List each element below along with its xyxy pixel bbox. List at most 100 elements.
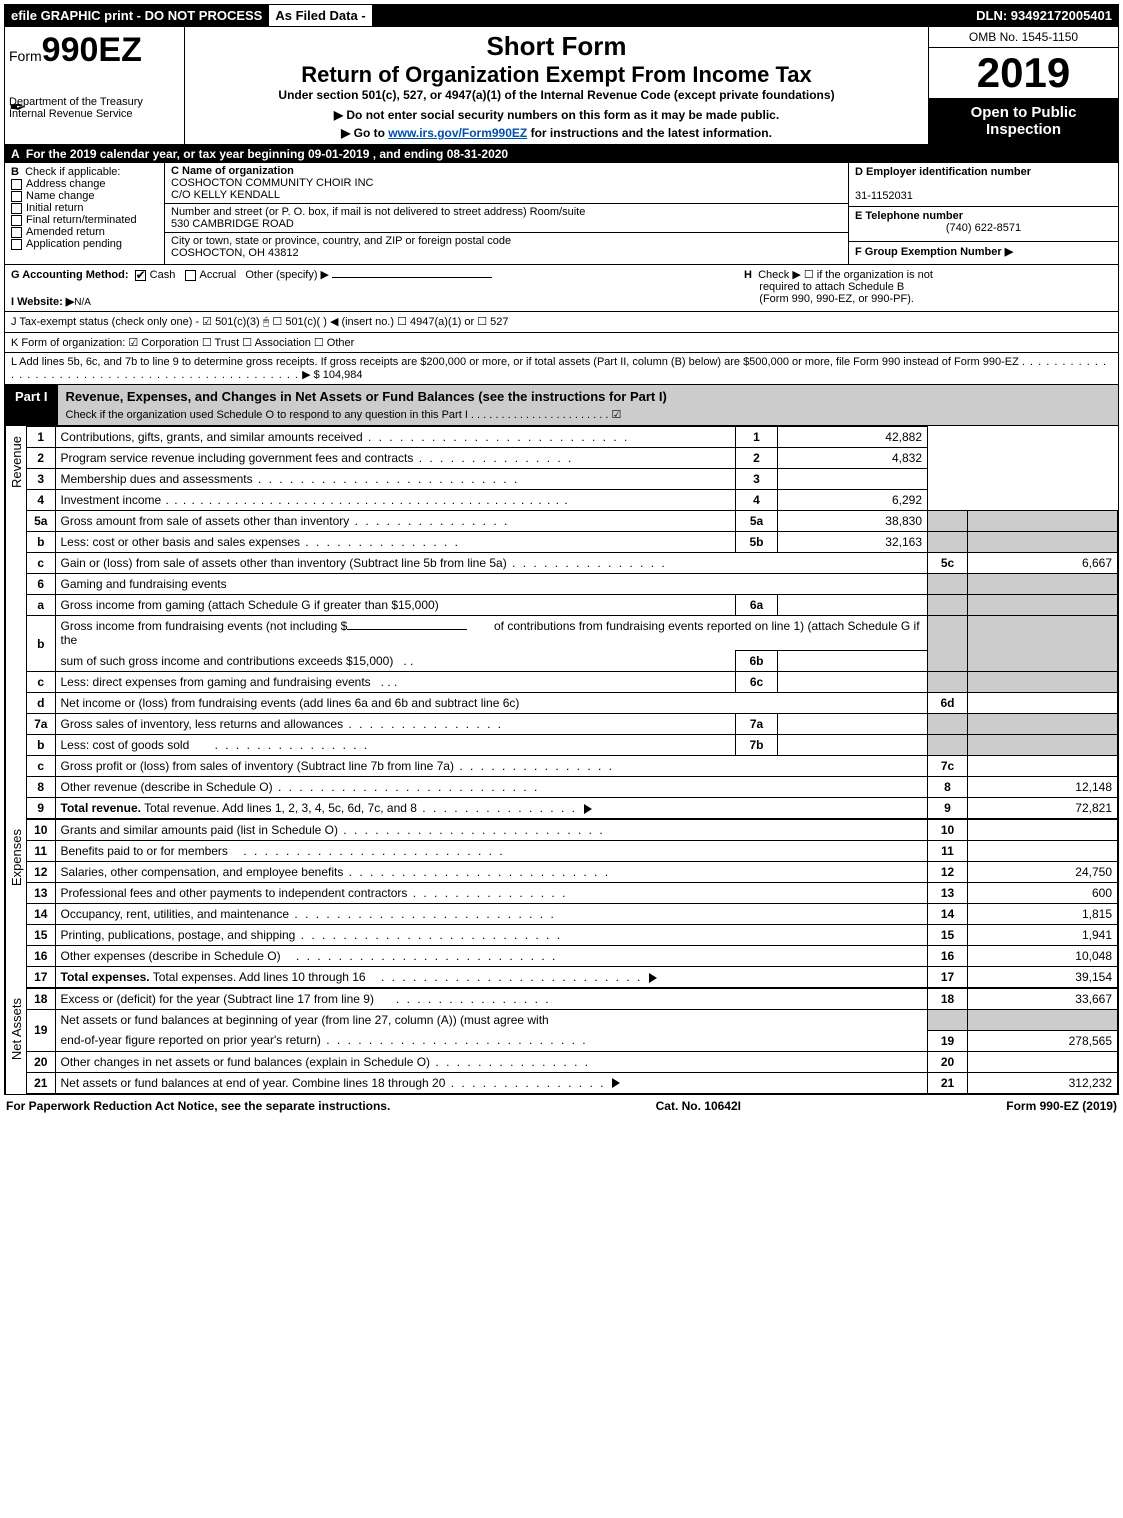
- topbar-spacer: [373, 5, 970, 26]
- I-label: I Website: ▶: [11, 296, 74, 308]
- check-application-pending[interactable]: [11, 239, 22, 250]
- line-6a: aGross income from gaming (attach Schedu…: [27, 595, 1118, 616]
- section-C: C Name of organization COSHOCTON COMMUNI…: [165, 163, 848, 264]
- B-item-1: Name change: [26, 190, 95, 202]
- line-19a: 19Net assets or fund balances at beginni…: [27, 1010, 1118, 1031]
- section-BCDEF: B Check if applicable: Address change Na…: [5, 163, 1118, 265]
- part-I-header: Part I Revenue, Expenses, and Changes in…: [5, 385, 1118, 426]
- form-outer: Form990EZ ✒ Department of the Treasury I…: [4, 27, 1119, 1095]
- D-label: D Employer identification number: [855, 166, 1031, 178]
- revenue-vlabel: Revenue: [5, 426, 27, 819]
- arrow-icon: [612, 1078, 620, 1088]
- line-7c: cGross profit or (loss) from sales of in…: [27, 756, 1118, 777]
- check-name-change[interactable]: [11, 191, 22, 202]
- section-B: B Check if applicable: Address change Na…: [5, 163, 165, 264]
- line-14: 14Occupancy, rent, utilities, and mainte…: [27, 904, 1118, 925]
- line-21: 21Net assets or fund balances at end of …: [27, 1072, 1118, 1093]
- return-subtitle: Under section 501(c), 527, or 4947(a)(1)…: [193, 88, 920, 102]
- street-label: Number and street (or P. O. box, if mail…: [171, 206, 585, 218]
- return-title: Return of Organization Exempt From Incom…: [193, 62, 920, 88]
- G-accrual: Accrual: [200, 269, 237, 281]
- form-number: 990EZ: [42, 31, 142, 69]
- irs-seal-icon: ✒: [9, 95, 26, 120]
- E-label: E Telephone number: [855, 210, 963, 222]
- dept-irs: Internal Revenue Service: [9, 108, 180, 120]
- D-value: 31-1152031: [855, 190, 913, 202]
- revenue-section: Revenue 1Contributions, gifts, grants, a…: [5, 426, 1118, 819]
- line-6b-1: bGross income from fundraising events (n…: [27, 616, 1118, 651]
- arrow-icon: [649, 973, 657, 983]
- B-label: Check if applicable:: [25, 166, 120, 178]
- short-form-title: Short Form: [193, 31, 920, 62]
- B-item-5: Application pending: [26, 238, 122, 250]
- part-I-sub: Check if the organization used Schedule …: [58, 408, 1118, 425]
- check-final-return[interactable]: [11, 215, 22, 226]
- line-13: 13Professional fees and other payments t…: [27, 883, 1118, 904]
- B-item-0: Address change: [26, 178, 106, 190]
- check-initial-return[interactable]: [11, 203, 22, 214]
- open-inspection: Open to Public Inspection: [929, 98, 1118, 144]
- line-10: 10Grants and similar amounts paid (list …: [27, 820, 1118, 841]
- line-3: 3Membership dues and assessments3: [27, 469, 1118, 490]
- header-mid: Short Form Return of Organization Exempt…: [185, 27, 928, 144]
- line-A: A For the 2019 calendar year, or tax yea…: [5, 145, 1118, 163]
- line-9: 9Total revenue. Total revenue. Add lines…: [27, 798, 1118, 819]
- line-18: 18Excess or (deficit) for the year (Subt…: [27, 989, 1118, 1010]
- line-A-text: For the 2019 calendar year, or tax year …: [26, 147, 508, 161]
- G-other: Other (specify) ▶: [245, 269, 329, 281]
- C-label: C Name of organization: [171, 165, 294, 177]
- efile-topbar: efile GRAPHIC print - DO NOT PROCESS As …: [4, 4, 1119, 27]
- footer-mid: Cat. No. 10642I: [656, 1099, 741, 1113]
- instruction-2: ▶ Go to www.irs.gov/Form990EZ for instru…: [193, 126, 920, 140]
- H-line1: Check ▶ ☐ if the organization is not: [758, 269, 933, 281]
- F-label: F Group Exemption Number ▶: [855, 246, 1013, 258]
- I-value: N/A: [74, 297, 91, 308]
- header-left: Form990EZ ✒ Department of the Treasury I…: [5, 27, 185, 144]
- line-19b: end-of-year figure reported on prior yea…: [27, 1030, 1118, 1051]
- form-prefix: Form: [9, 48, 42, 64]
- line-7a: 7aGross sales of inventory, less returns…: [27, 714, 1118, 735]
- dln-label: DLN: 93492172005401: [970, 5, 1118, 26]
- arrow-icon: [584, 804, 592, 814]
- page-footer: For Paperwork Reduction Act Notice, see …: [4, 1095, 1119, 1117]
- check-accrual[interactable]: [185, 270, 196, 281]
- instr2-pre: ▶ Go to: [341, 126, 388, 140]
- C-name-block: C Name of organization COSHOCTON COMMUNI…: [165, 163, 848, 204]
- G-cash: Cash: [150, 269, 176, 281]
- city-value: COSHOCTON, OH 43812: [171, 247, 299, 259]
- part-I-tag: Part I: [5, 385, 58, 425]
- check-address-change[interactable]: [11, 179, 22, 190]
- revenue-table: 1Contributions, gifts, grants, and simil…: [27, 426, 1118, 819]
- asfiled-label: As Filed Data -: [268, 5, 372, 26]
- netassets-section: Net Assets 18Excess or (deficit) for the…: [5, 988, 1118, 1094]
- efile-label: efile GRAPHIC print - DO NOT PROCESS: [5, 5, 268, 26]
- check-cash[interactable]: [135, 270, 146, 281]
- line-5b: bLess: cost or other basis and sales exp…: [27, 532, 1118, 553]
- line-K: K Form of organization: ☑ Corporation ☐ …: [5, 333, 1118, 353]
- row-GH: G Accounting Method: Cash Accrual Other …: [5, 265, 1118, 312]
- line-20: 20Other changes in net assets or fund ba…: [27, 1051, 1118, 1072]
- header-right: OMB No. 1545-1150 2019 Open to Public In…: [928, 27, 1118, 144]
- line-6c: cLess: direct expenses from gaming and f…: [27, 672, 1118, 693]
- line-6d: dNet income or (loss) from fundraising e…: [27, 693, 1118, 714]
- form-header: Form990EZ ✒ Department of the Treasury I…: [5, 27, 1118, 145]
- street-value: 530 CAMBRIDGE ROAD: [171, 218, 294, 230]
- C-city-block: City or town, state or province, country…: [165, 233, 848, 261]
- footer-left: For Paperwork Reduction Act Notice, see …: [6, 1099, 390, 1113]
- B-item-3: Final return/terminated: [26, 214, 137, 226]
- irs-link[interactable]: www.irs.gov/Form990EZ: [388, 126, 527, 140]
- instruction-1: ▶ Do not enter social security numbers o…: [193, 108, 920, 122]
- form-label: Form990EZ: [9, 48, 142, 64]
- line-16: 16Other expenses (describe in Schedule O…: [27, 946, 1118, 967]
- L-amount: ▶ $ 104,984: [302, 369, 362, 381]
- netassets-vlabel: Net Assets: [5, 988, 27, 1094]
- line-1: 1Contributions, gifts, grants, and simil…: [27, 427, 1118, 448]
- part-I-title: Revenue, Expenses, and Changes in Net As…: [58, 385, 1118, 408]
- L-text: L Add lines 5b, 6c, and 7b to line 9 to …: [11, 356, 1019, 368]
- line-J: J Tax-exempt status (check only one) - ☑…: [5, 312, 1118, 333]
- org-name-1: COSHOCTON COMMUNITY CHOIR INC: [171, 177, 374, 189]
- section-G: G Accounting Method: Cash Accrual Other …: [5, 265, 738, 311]
- netassets-table: 18Excess or (deficit) for the year (Subt…: [27, 988, 1118, 1094]
- check-amended-return[interactable]: [11, 227, 22, 238]
- B-item-2: Initial return: [26, 202, 83, 214]
